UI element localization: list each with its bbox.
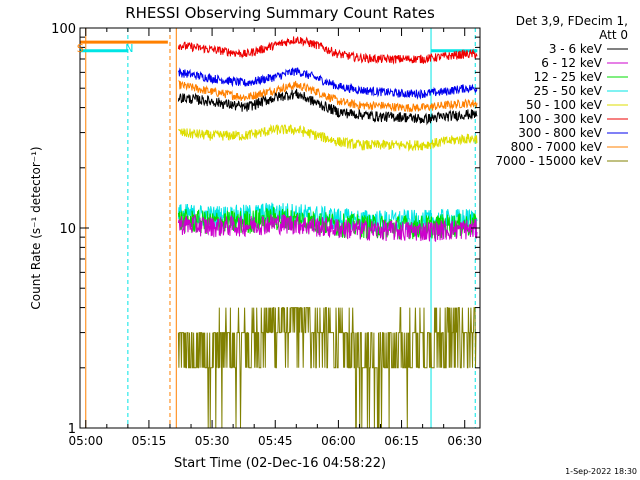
y-tick-label-10: 10 xyxy=(59,222,76,237)
series-800-7000-kev xyxy=(178,80,478,113)
legend-label-6-12-kev: 6 - 12 keV xyxy=(541,56,603,70)
x-tick-label-0630: 06:30 xyxy=(447,434,482,448)
plot-layer xyxy=(80,28,478,429)
legend-label-7000-15000-kev: 7000 - 15000 keV xyxy=(495,154,602,168)
x-tick-label-0600: 06:00 xyxy=(321,434,356,448)
legend-label-3-6-kev: 3 - 6 keV xyxy=(549,42,603,56)
series-6-12-kev xyxy=(177,213,478,243)
legend-label-25-50-kev: 25 - 50 keV xyxy=(534,84,603,98)
x-tick-label-0615: 06:15 xyxy=(384,434,419,448)
legend-label-12-25-kev: 12 - 25 keV xyxy=(534,70,603,84)
legend-label-800-7000-kev: 800 - 7000 keV xyxy=(511,140,603,154)
series-100-300-kev xyxy=(177,36,478,65)
series-50-100-kev xyxy=(178,123,478,152)
series-300-800-kev xyxy=(177,67,478,100)
annotation-s: S xyxy=(77,42,84,55)
annotation-n: N xyxy=(125,42,133,55)
legend-label-50-100-kev: 50 - 100 keV xyxy=(526,98,603,112)
x-tick-label-0530: 05:30 xyxy=(195,434,230,448)
y-tick-label-1: 1 xyxy=(68,422,76,437)
legend-header-line-2: Att 0 xyxy=(599,28,628,42)
series-7000-15000-kev xyxy=(177,307,477,429)
legend-label-300-800-kev: 300 - 800 keV xyxy=(518,126,602,140)
x-axis-label: Start Time (02-Dec-16 04:58:22) xyxy=(174,456,386,471)
x-tick-label-0515: 05:15 xyxy=(132,434,167,448)
y-tick-label-100: 100 xyxy=(51,22,76,37)
footer-date: 1-Sep-2022 18:30 xyxy=(565,467,637,476)
series-12-25-kev xyxy=(177,205,478,240)
x-tick-label-0545: 05:45 xyxy=(258,434,293,448)
series-3-6-kev xyxy=(177,88,478,126)
axes-layer: 05:00 05:15 05:30 05:45 06:00 06:15 06:30 1 10 10… xyxy=(51,22,482,448)
chart-title: RHESSI Observing Summary Count Rates xyxy=(125,4,435,22)
y-axis-label: Count Rate (s⁻¹ detector⁻¹) xyxy=(29,146,43,309)
legend-header-line-1: Det 3,9, FDecim 1, xyxy=(516,14,628,28)
legend-label-100-300-kev: 100 - 300 keV xyxy=(518,112,602,126)
x-tick-label-0500: 05:00 xyxy=(68,434,103,448)
